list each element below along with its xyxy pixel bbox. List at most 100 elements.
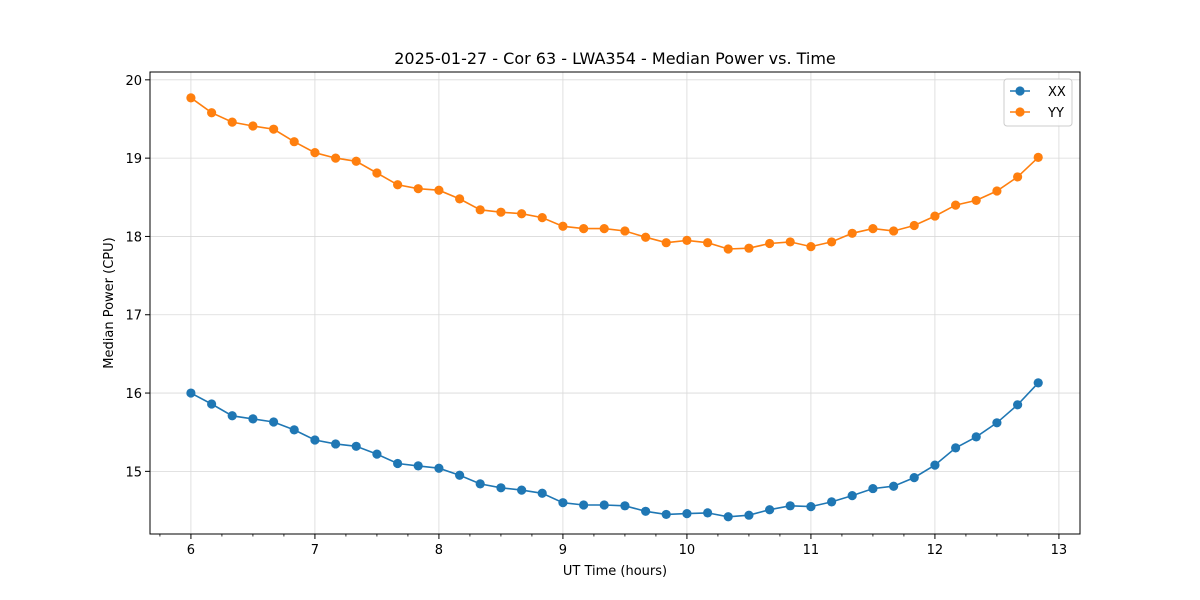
y-tick-label: 18 <box>125 230 142 245</box>
data-point-yy <box>723 244 733 254</box>
data-point-yy <box>1033 152 1043 162</box>
data-point-xx <box>992 418 1002 428</box>
data-point-xx <box>806 501 816 512</box>
data-point-yy <box>827 237 837 247</box>
data-point-xx <box>620 501 630 511</box>
data-point-yy <box>537 213 547 223</box>
data-point-yy <box>455 194 465 204</box>
data-point-xx <box>331 439 341 449</box>
data-point-yy <box>227 117 237 127</box>
data-point-yy <box>599 224 609 234</box>
data-point-xx <box>951 443 961 453</box>
data-point-xx <box>661 509 671 520</box>
y-tick-label: 20 <box>125 74 142 89</box>
x-tick-label: 12 <box>927 543 944 558</box>
data-point-xx <box>227 411 237 421</box>
y-tick-label: 19 <box>125 152 142 167</box>
x-tick-label: 9 <box>559 543 567 558</box>
data-point-xx <box>744 510 754 520</box>
data-point-xx <box>868 483 878 494</box>
data-point-xx <box>517 485 527 495</box>
data-point-xx <box>496 483 506 493</box>
data-point-yy <box>1013 172 1023 182</box>
data-point-xx <box>579 500 589 510</box>
data-point-xx <box>930 460 940 470</box>
data-point-xx <box>599 500 609 510</box>
data-point-xx <box>269 417 279 427</box>
data-point-yy <box>310 148 320 158</box>
data-point-xx <box>641 506 651 516</box>
data-point-yy <box>413 184 423 194</box>
x-tick-label: 6 <box>187 543 195 558</box>
data-point-yy <box>620 226 630 236</box>
data-point-yy <box>992 186 1002 196</box>
data-point-xx <box>1013 400 1023 410</box>
plot-area-frame <box>149 71 1081 535</box>
data-point-xx <box>372 449 382 459</box>
data-point-yy <box>951 200 961 210</box>
data-point-yy <box>765 238 775 249</box>
data-point-yy <box>806 242 816 252</box>
data-point-xx <box>827 497 837 507</box>
x-tick-label: 11 <box>803 543 820 558</box>
data-point-yy <box>785 237 795 247</box>
data-point-xx <box>682 509 692 519</box>
data-point-xx <box>1033 378 1043 388</box>
data-point-yy <box>393 180 403 190</box>
data-point-yy <box>434 185 444 195</box>
data-point-xx <box>186 388 196 398</box>
data-point-yy <box>909 220 919 231</box>
data-point-yy <box>703 238 713 248</box>
data-point-yy <box>475 205 485 215</box>
y-axis-label: Median Power (CPU) <box>102 237 117 368</box>
data-point-xx <box>351 441 361 451</box>
data-point-xx <box>310 435 320 445</box>
legend: XX YY <box>1003 78 1073 127</box>
data-point-yy <box>661 238 671 248</box>
legend-label: XX <box>1048 85 1066 100</box>
legend-label: YY <box>1047 106 1064 121</box>
data-point-xx <box>765 505 775 515</box>
legend-entry-xx: XX <box>1010 85 1066 100</box>
data-point-xx <box>723 512 733 522</box>
data-point-yy <box>868 224 878 234</box>
legend-marker <box>1015 107 1025 117</box>
data-point-xx <box>889 481 899 491</box>
y-tick-label: 15 <box>125 465 142 480</box>
data-point-yy <box>186 93 196 103</box>
data-point-yy <box>930 211 940 221</box>
data-point-xx <box>393 458 403 469</box>
legend-marker <box>1015 86 1025 96</box>
data-point-yy <box>372 168 382 178</box>
chart-title: 2025-01-27 - Cor 63 - LWA354 - Median Po… <box>394 49 836 68</box>
x-tick-label: 7 <box>311 543 319 558</box>
data-point-xx <box>248 414 258 424</box>
y-tick-label: 16 <box>125 387 142 402</box>
data-point-xx <box>289 425 299 435</box>
data-point-xx <box>971 432 981 442</box>
grid-lines <box>150 72 1080 534</box>
axis-ticks: 6 7 8 9 10 11 12 13 15 16 17 18 19 20 <box>125 74 1067 558</box>
x-axis-label: UT Time (hours) <box>563 564 667 579</box>
data-point-xx <box>703 508 713 518</box>
data-point-yy <box>889 226 899 236</box>
data-series <box>186 93 1043 522</box>
data-point-yy <box>847 228 857 238</box>
data-point-yy <box>971 195 981 206</box>
data-point-xx <box>475 479 485 489</box>
data-point-xx <box>909 473 919 483</box>
series-xx <box>186 378 1043 522</box>
data-point-yy <box>248 121 258 131</box>
data-point-xx <box>537 488 547 498</box>
series-yy <box>186 93 1043 254</box>
data-point-yy <box>517 209 527 219</box>
data-point-yy <box>579 224 589 234</box>
y-tick-label: 17 <box>125 309 142 324</box>
data-point-yy <box>269 124 279 134</box>
legend-entry-yy: YY <box>1010 106 1064 121</box>
data-point-xx <box>847 491 857 501</box>
data-point-yy <box>496 207 506 217</box>
data-point-xx <box>455 470 465 480</box>
